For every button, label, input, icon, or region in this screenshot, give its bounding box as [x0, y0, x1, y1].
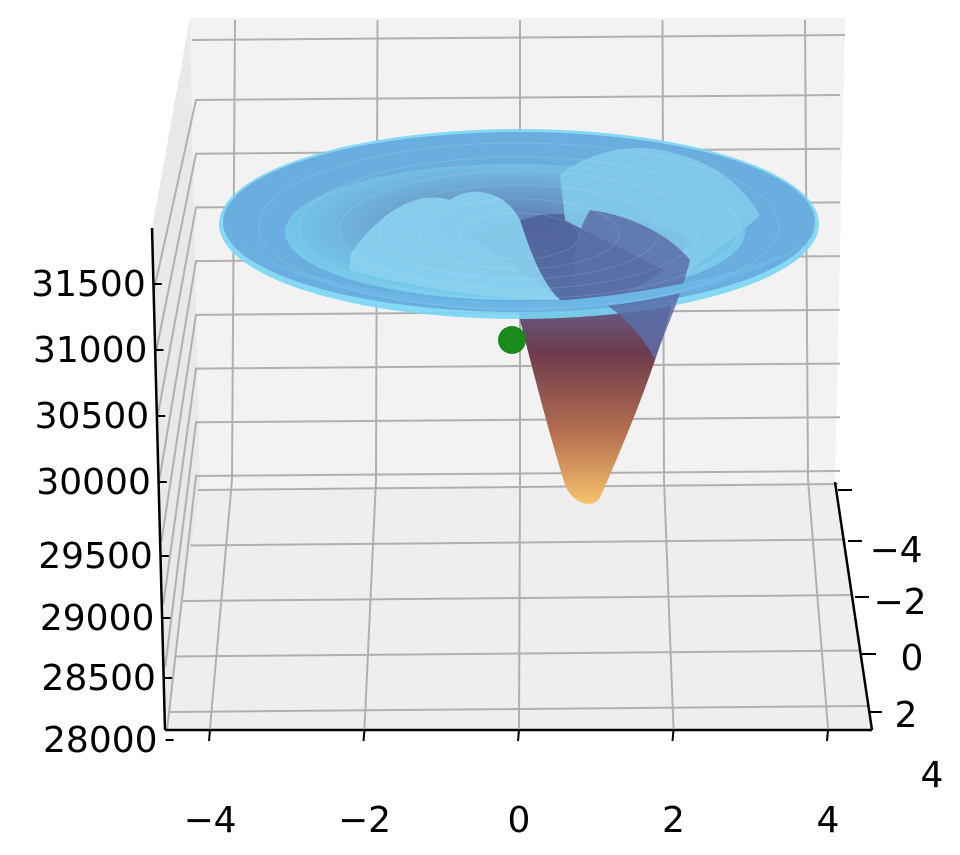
grid-line-x-floor	[807, 479, 829, 729]
surface-mesh-ring	[378, 184, 660, 280]
z-tick-label: 29500	[38, 536, 153, 577]
y-axis-line	[833, 481, 874, 731]
grid-line-z-left	[164, 422, 197, 668]
grid-line-x-floor	[663, 479, 675, 729]
grid-line-y	[197, 483, 839, 491]
y-tick-label: −4	[869, 530, 922, 571]
surface-mesh-ring	[298, 156, 740, 300]
marker-point	[498, 326, 526, 354]
x-tick-label: −4	[183, 800, 236, 841]
grid-line-x-floor	[209, 479, 233, 729]
x-tick-mark	[517, 729, 520, 742]
grid-line-z-left	[166, 475, 197, 731]
grid-line-y	[182, 594, 854, 602]
grid-line-y	[190, 538, 846, 547]
z-axis-line	[150, 227, 167, 731]
x-tick-mark	[208, 729, 211, 742]
x-tick-mark	[826, 729, 829, 742]
z-axis-ticks: 28000 28500 29000 29500 30000 30500 31000 31500	[31, 264, 174, 761]
z-tick-label: 30000	[36, 462, 151, 503]
y-axis-ticks: −4 −2 0 24	[838, 489, 944, 796]
grid-line-z	[194, 416, 841, 424]
surface-mesh-ring	[258, 142, 780, 310]
x-tick-label: 0	[508, 800, 531, 841]
z-tick-label: 28500	[41, 658, 156, 699]
grid-line-y	[175, 649, 861, 658]
grid-line-z	[194, 362, 841, 370]
grid-line-z	[194, 470, 841, 477]
grid-line-x-floor	[518, 479, 521, 729]
grid-line-z-left	[153, 99, 197, 291]
z-tick-label: 30500	[35, 396, 150, 437]
surface-mesh	[219, 129, 819, 504]
y-tick-label: 4	[921, 755, 944, 796]
grid-line-z-left	[158, 260, 197, 479]
z-tick-label: 31000	[33, 330, 148, 371]
x-tick-label: −2	[338, 800, 391, 841]
surface-mesh-ring	[338, 170, 700, 290]
surface-front-lip	[230, 240, 812, 312]
grid-line-x-floor	[363, 479, 377, 729]
y-tick-label: −2	[873, 582, 926, 623]
grid-line-z	[191, 34, 846, 41]
x-axis-ticks: −4 −2 0 2 4	[183, 729, 840, 841]
x-tick-mark	[362, 729, 366, 742]
grid-line-z-left	[156, 207, 197, 416]
y-tick-label: 2	[895, 695, 918, 736]
y-tick-label: 0	[901, 638, 924, 679]
surface-peak-right	[560, 147, 760, 280]
grid-line-z-left	[162, 368, 197, 605]
grid-line-y	[167, 705, 869, 713]
x-tick-label: 4	[817, 800, 840, 841]
grid-line-z-left	[154, 153, 197, 354]
x-tick-label: 2	[662, 800, 685, 841]
grid-line-z-left	[160, 314, 197, 542]
surface-inner-slope	[573, 210, 690, 360]
grid-line-z	[194, 94, 841, 101]
z-tick-label: 29000	[40, 598, 155, 639]
surface-mesh-ring	[418, 198, 620, 270]
surface-peak-left	[350, 191, 560, 300]
z-tick-label: 28000	[43, 720, 158, 761]
z-tick-label: 31500	[31, 264, 146, 305]
surface-mesh-ring	[458, 212, 580, 260]
axes-panes	[152, 18, 872, 730]
x-tick-mark	[671, 729, 675, 742]
